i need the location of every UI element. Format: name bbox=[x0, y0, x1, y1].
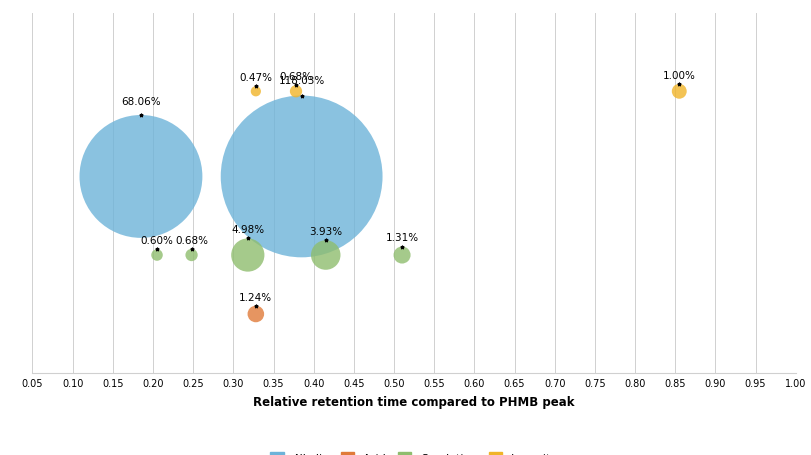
Point bbox=[150, 252, 163, 259]
Text: 0.68%: 0.68% bbox=[175, 236, 208, 246]
Point bbox=[294, 93, 307, 100]
X-axis label: Relative retention time compared to PHMB peak: Relative retention time compared to PHMB… bbox=[253, 395, 574, 408]
Point bbox=[249, 88, 262, 96]
Point bbox=[185, 246, 198, 253]
Point bbox=[249, 303, 262, 310]
Text: 68.06%: 68.06% bbox=[121, 97, 161, 107]
Text: 118.03%: 118.03% bbox=[278, 76, 324, 86]
Point bbox=[241, 252, 254, 259]
Point bbox=[290, 82, 303, 90]
Point bbox=[150, 246, 163, 253]
Point bbox=[290, 88, 303, 96]
Point bbox=[249, 311, 262, 318]
Text: 0.60%: 0.60% bbox=[140, 236, 174, 246]
Point bbox=[249, 83, 262, 91]
Point bbox=[395, 252, 408, 259]
Point bbox=[672, 88, 685, 96]
Text: 0.68%: 0.68% bbox=[279, 72, 312, 82]
Point bbox=[319, 237, 332, 244]
Text: 1.31%: 1.31% bbox=[385, 233, 418, 243]
Point bbox=[135, 112, 148, 119]
Point bbox=[294, 173, 307, 181]
Text: 4.98%: 4.98% bbox=[231, 224, 264, 234]
Text: 3.93%: 3.93% bbox=[309, 226, 342, 236]
Text: 1.00%: 1.00% bbox=[662, 71, 695, 81]
Legend: Alkalin, Acid, Oxydation, Impurity: Alkalin, Acid, Oxydation, Impurity bbox=[264, 447, 563, 455]
Point bbox=[241, 235, 254, 243]
Point bbox=[135, 173, 148, 181]
Text: 0.47%: 0.47% bbox=[239, 73, 272, 83]
Point bbox=[319, 252, 332, 259]
Point bbox=[672, 81, 685, 88]
Point bbox=[395, 243, 408, 251]
Text: 1.24%: 1.24% bbox=[239, 292, 272, 302]
Point bbox=[185, 252, 198, 259]
